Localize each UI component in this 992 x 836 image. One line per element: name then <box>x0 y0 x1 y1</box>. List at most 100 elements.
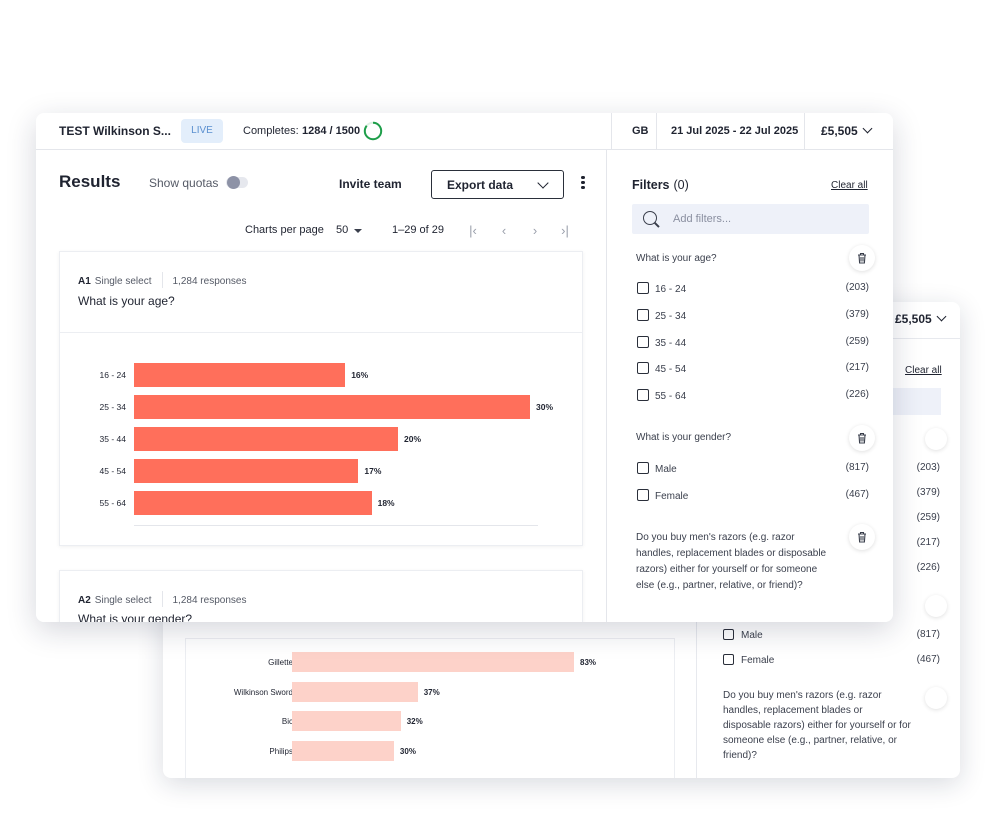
checkbox-icon[interactable] <box>637 362 649 374</box>
checkbox-icon[interactable] <box>723 654 734 665</box>
back-filter-option[interactable]: Female <box>723 654 774 666</box>
show-quotas-label: Show quotas <box>149 176 219 190</box>
chevron-down-icon <box>936 311 947 322</box>
survey-title[interactable]: TEST Wilkinson S... <box>59 124 171 138</box>
question-id: A1 <box>78 276 91 287</box>
back-filter-question: Do you buy men's razors (e.g. razor hand… <box>723 690 911 761</box>
chevron-down-icon <box>862 123 873 134</box>
results-pane: Results Show quotas Invite team Export d… <box>36 150 606 622</box>
topbar-separator <box>656 113 657 150</box>
filter-search-input[interactable]: Add filters... <box>632 204 869 234</box>
filter-option[interactable]: 45 - 54 <box>637 362 686 375</box>
filter-option[interactable]: 25 - 34 <box>637 309 686 322</box>
bar-value-label: 30% <box>399 746 416 756</box>
question-id: A2 <box>78 595 91 606</box>
back-age-count: (226) <box>916 562 940 573</box>
bar-value-label: 17% <box>364 466 382 476</box>
back-filter-search[interactable] <box>891 388 941 415</box>
caret-down-icon[interactable] <box>354 229 362 233</box>
back-trash-icon[interactable] <box>925 595 947 617</box>
filter-option-label: 35 - 44 <box>655 338 687 349</box>
filter-option-label: 16 - 24 <box>655 284 687 295</box>
filters-heading: Filters <box>632 178 670 192</box>
checkbox-icon[interactable] <box>637 462 649 474</box>
back-clear-all-link[interactable]: Clear all <box>905 365 942 376</box>
filter-option-count: (259) <box>845 336 869 347</box>
filter-option-label: Female <box>655 491 689 502</box>
chart-bar-row: Wilkinson Sword 37% <box>186 681 676 702</box>
date-range: 21 Jul 2025 - 22 Jul 2025 <box>671 125 799 137</box>
price-dropdown[interactable]: £5,505 <box>821 123 873 138</box>
back-option-label: Female <box>741 655 775 666</box>
first-page-icon[interactable]: |‹ <box>469 223 477 238</box>
bar-category-label: Bic <box>281 717 293 726</box>
last-page-icon[interactable]: ›| <box>561 223 569 238</box>
filter-option-label: 55 - 64 <box>655 391 687 402</box>
survey-topbar: TEST Wilkinson S... LIVE Completes: 1284… <box>36 113 893 150</box>
filter-option[interactable]: 35 - 44 <box>637 336 686 349</box>
checkbox-icon[interactable] <box>723 629 734 640</box>
bar <box>292 652 574 672</box>
checkbox-icon[interactable] <box>637 309 649 321</box>
filter-option[interactable]: 16 - 24 <box>637 282 686 295</box>
bar-value-label: 30% <box>536 402 554 412</box>
checkbox-icon[interactable] <box>637 489 649 501</box>
invite-team-button[interactable]: Invite team <box>339 177 402 191</box>
chevron-down-icon <box>537 177 549 189</box>
bar-value-label: 20% <box>404 434 422 444</box>
back-price-dropdown[interactable]: £5,505 <box>895 311 947 326</box>
chart-bar-row: 25 - 34 30% <box>60 395 580 419</box>
back-filter-option[interactable]: Male <box>723 629 763 641</box>
bar <box>134 363 346 387</box>
trash-icon[interactable] <box>849 245 875 271</box>
filter-option[interactable]: Female <box>637 489 688 502</box>
export-data-button[interactable]: Export data <box>431 170 564 199</box>
back-age-count: (217) <box>916 537 940 548</box>
response-count: 1,284 responses <box>172 276 247 287</box>
filter-option[interactable]: 55 - 64 <box>637 389 686 402</box>
chart-bar-row: 45 - 54 17% <box>60 459 580 483</box>
back-trash-icon[interactable] <box>925 687 947 709</box>
bar-category-label: Wilkinson Sword <box>233 687 293 697</box>
filter-option-label: Male <box>655 464 677 475</box>
filter-question: Do you buy men's razors (e.g. razor hand… <box>636 532 827 591</box>
next-page-icon[interactable]: › <box>532 223 538 238</box>
bar-category-label: 16 - 24 <box>99 370 126 380</box>
charts-per-page-select[interactable]: 50 <box>336 224 349 236</box>
back-option-count: (817) <box>916 629 940 640</box>
previous-page-icon[interactable]: ‹ <box>501 223 507 238</box>
more-options-icon[interactable] <box>576 174 590 194</box>
bar-category-label: 35 - 44 <box>99 434 126 444</box>
price-value: £5,505 <box>821 124 858 138</box>
bar-value-label: 37% <box>423 687 440 697</box>
filters-pane: Filters (0) Clear all Add filters... What… <box>606 150 893 622</box>
checkbox-icon[interactable] <box>637 282 649 294</box>
page-range: 1–29 of 29 <box>392 224 444 236</box>
bar <box>292 681 418 702</box>
checkbox-icon[interactable] <box>637 389 649 401</box>
chart-bar-row: 35 - 44 20% <box>60 427 580 451</box>
question-type: Single select <box>94 595 152 606</box>
clear-all-link[interactable]: Clear all <box>831 180 868 191</box>
show-quotas-toggle[interactable] <box>226 176 248 189</box>
chart-card: A2 Single select 1,284 responses What is y… <box>59 570 583 622</box>
checkbox-icon[interactable] <box>637 336 649 348</box>
back-age-count: (379) <box>916 487 940 498</box>
card-question: What is your age? <box>78 294 175 308</box>
card-question: What is your gender? <box>78 612 193 622</box>
chart-baseline <box>134 525 538 526</box>
card-meta: A2 Single select 1,284 responses <box>78 591 246 607</box>
back-option-count: (467) <box>916 654 940 665</box>
back-trash-icon[interactable] <box>925 428 947 450</box>
bar <box>292 711 401 731</box>
filter-option-label: 25 - 34 <box>655 311 687 322</box>
filter-question: What is your gender? <box>636 432 732 443</box>
trash-icon[interactable] <box>849 524 875 550</box>
bar-category-label: 45 - 54 <box>99 466 126 476</box>
trash-icon[interactable] <box>849 425 875 451</box>
filters-title: Filters (0) <box>632 178 689 192</box>
filter-option[interactable]: Male <box>637 462 677 475</box>
topbar-separator <box>611 113 612 150</box>
age-bar-chart: 16 - 24 16% 25 - 34 30% 35 - 44 20% 45 - 54 17%… <box>60 332 584 546</box>
topbar-separator <box>804 113 805 150</box>
